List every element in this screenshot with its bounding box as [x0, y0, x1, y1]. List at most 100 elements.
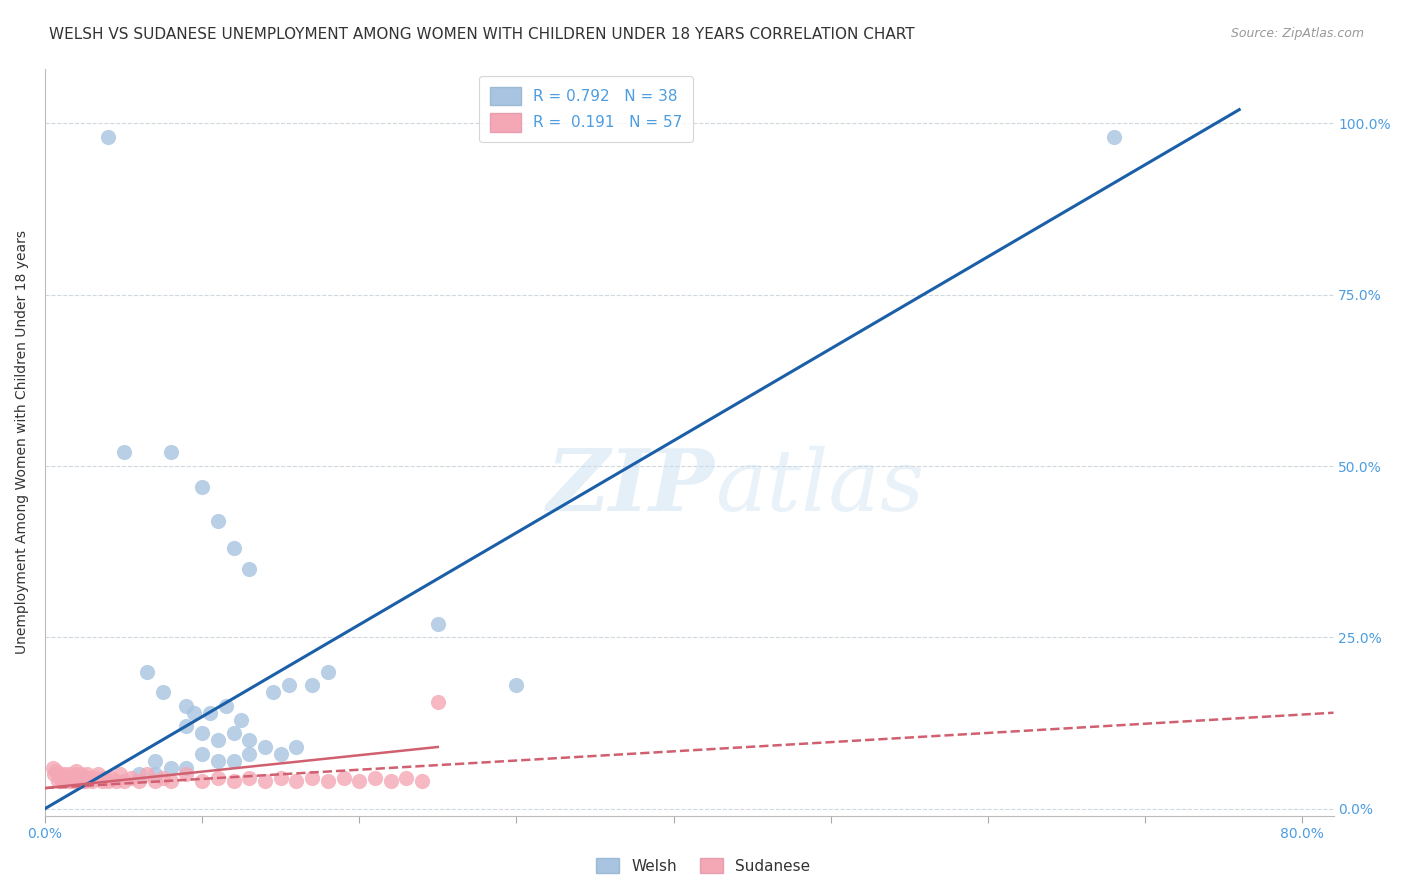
Point: [231, 713, 253, 727]
Point: [176, 760, 198, 774]
Point: [48, 767, 70, 781]
Point: [207, 754, 229, 768]
Point: [191, 774, 214, 789]
Point: [152, 685, 174, 699]
Point: [136, 665, 159, 679]
Point: [285, 774, 308, 789]
Point: [82, 774, 104, 789]
Point: [380, 774, 402, 789]
Y-axis label: Unemployment Among Women with Children Under 18 years: Unemployment Among Women with Children U…: [15, 230, 30, 654]
Legend: Welsh, Sudanese: Welsh, Sudanese: [591, 852, 815, 880]
Point: [46, 774, 69, 789]
Point: [207, 514, 229, 528]
Point: [136, 767, 159, 781]
Point: [69, 771, 91, 785]
Point: [49, 771, 72, 785]
Point: [55, 774, 77, 789]
Point: [411, 774, 433, 789]
Point: [215, 698, 238, 713]
Point: [143, 767, 166, 781]
Point: [112, 774, 135, 789]
Point: [100, 771, 122, 785]
Point: [262, 685, 284, 699]
Text: atlas: atlas: [716, 445, 924, 528]
Point: [426, 695, 449, 709]
Point: [332, 771, 354, 785]
Point: [349, 774, 371, 789]
Point: [301, 678, 323, 692]
Point: [277, 678, 299, 692]
Point: [72, 774, 94, 789]
Point: [44, 767, 66, 781]
Point: [90, 774, 112, 789]
Point: [128, 767, 150, 781]
Legend: R = 0.792   N = 38, R =  0.191   N = 57: R = 0.792 N = 38, R = 0.191 N = 57: [479, 76, 693, 143]
Point: [270, 747, 292, 761]
Point: [426, 616, 449, 631]
Point: [505, 678, 527, 692]
Point: [76, 767, 98, 781]
Point: [77, 771, 100, 785]
Point: [253, 739, 276, 754]
Point: [301, 771, 323, 785]
Text: WELSH VS SUDANESE UNEMPLOYMENT AMONG WOMEN WITH CHILDREN UNDER 18 YEARS CORRELAT: WELSH VS SUDANESE UNEMPLOYMENT AMONG WOM…: [49, 27, 915, 42]
Point: [75, 774, 97, 789]
Point: [112, 445, 135, 459]
Point: [70, 767, 93, 781]
Point: [65, 764, 87, 778]
Point: [58, 767, 80, 781]
Point: [97, 130, 120, 145]
Point: [63, 767, 86, 781]
Point: [59, 774, 82, 789]
Point: [176, 767, 198, 781]
Point: [207, 733, 229, 747]
Point: [56, 771, 79, 785]
Point: [120, 771, 142, 785]
Point: [143, 754, 166, 768]
Point: [73, 771, 96, 785]
Point: [238, 733, 260, 747]
Point: [66, 774, 89, 789]
Point: [364, 771, 387, 785]
Point: [93, 771, 115, 785]
Text: Source: ZipAtlas.com: Source: ZipAtlas.com: [1230, 27, 1364, 40]
Point: [97, 774, 120, 789]
Point: [183, 706, 205, 720]
Point: [1102, 130, 1125, 145]
Point: [238, 562, 260, 576]
Point: [104, 774, 127, 789]
Point: [87, 767, 110, 781]
Point: [270, 771, 292, 785]
Point: [222, 754, 245, 768]
Point: [62, 774, 84, 789]
Point: [222, 774, 245, 789]
Point: [198, 706, 221, 720]
Point: [152, 771, 174, 785]
Point: [191, 747, 214, 761]
Point: [176, 698, 198, 713]
Point: [191, 726, 214, 740]
Point: [176, 719, 198, 733]
Point: [143, 774, 166, 789]
Point: [42, 760, 65, 774]
Point: [60, 771, 83, 785]
Point: [52, 767, 75, 781]
Point: [238, 747, 260, 761]
Point: [51, 774, 73, 789]
Point: [45, 764, 67, 778]
Point: [191, 479, 214, 493]
Point: [285, 739, 308, 754]
Point: [316, 774, 339, 789]
Point: [238, 771, 260, 785]
Point: [159, 760, 181, 774]
Point: [159, 774, 181, 789]
Point: [159, 445, 181, 459]
Point: [207, 771, 229, 785]
Point: [110, 767, 132, 781]
Point: [395, 771, 418, 785]
Point: [222, 541, 245, 556]
Text: ZIP: ZIP: [547, 445, 716, 529]
Point: [128, 774, 150, 789]
Point: [316, 665, 339, 679]
Point: [222, 726, 245, 740]
